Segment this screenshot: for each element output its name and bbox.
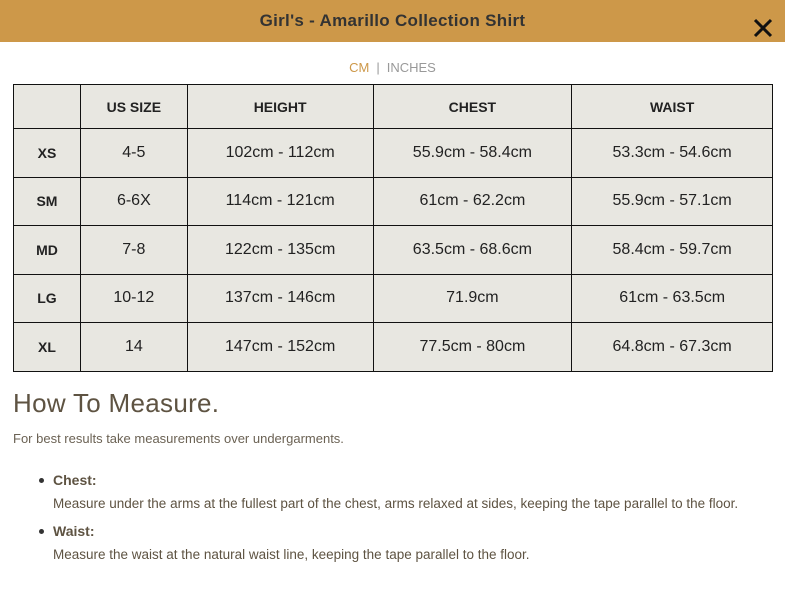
size-label-cell: XL <box>13 322 81 372</box>
table-cell: 7-8 <box>79 225 188 275</box>
table-cell: 102cm - 112cm <box>186 128 374 178</box>
table-cell: 14 <box>79 322 188 372</box>
measure-label: Waist: <box>53 523 95 539</box>
close-icon[interactable] <box>752 17 774 39</box>
table-cell: 77.5cm - 80cm <box>372 322 573 372</box>
column-header: CHEST <box>372 84 573 129</box>
size-label-cell: SM <box>13 176 81 226</box>
table-cell: 114cm - 121cm <box>186 176 374 226</box>
table-cell: 55.9cm - 57.1cm <box>571 176 773 226</box>
table-row: LG 10-12 137cm - 146cm 71.9cm 61cm - 63.5cm <box>13 273 773 323</box>
how-to-measure-title: How To Measure. <box>13 388 220 418</box>
table-row: SM 6-6X 114cm - 121cm 61cm - 62.2cm 55.9cm -… <box>13 176 773 226</box>
table-cell: 53.3cm - 54.6cm <box>571 128 773 178</box>
table-cell: 4-5 <box>79 128 188 178</box>
column-header: WAIST <box>571 84 773 129</box>
modal-header: Girl's - Amarillo Collection Shirt <box>0 0 785 42</box>
unit-separator: | <box>376 60 380 75</box>
size-label-cell: LG <box>13 273 81 323</box>
table-cell: 63.5cm - 68.6cm <box>372 225 573 275</box>
table-cell: 64.8cm - 67.3cm <box>571 322 773 372</box>
table-cell: 137cm - 146cm <box>186 273 374 323</box>
size-label-cell: MD <box>13 225 81 275</box>
table-cell: 61cm - 63.5cm <box>571 273 773 323</box>
size-label-cell: XS <box>13 128 81 178</box>
list-item: Waist: Measure the waist at the natural … <box>38 521 778 568</box>
table-cell: 71.9cm <box>372 273 573 323</box>
measure-description: Measure under the arms at the fullest pa… <box>53 496 739 511</box>
measure-intro: For best results take measurements over … <box>13 431 344 446</box>
unit-cm[interactable]: CM <box>349 60 370 75</box>
measure-list: Chest: Measure under the arms at the ful… <box>38 470 778 572</box>
table-cell: 61cm - 62.2cm <box>372 176 573 226</box>
table-cell: 6-6X <box>79 176 188 226</box>
table-cell: 122cm - 135cm <box>186 225 374 275</box>
table-cell: 10-12 <box>79 273 188 323</box>
modal-title: Girl's - Amarillo Collection Shirt <box>259 11 526 30</box>
measure-label: Chest: <box>53 472 97 488</box>
table-row: MD 7-8 122cm - 135cm 63.5cm - 68.6cm 58.4cm … <box>13 225 773 275</box>
column-header: HEIGHT <box>186 84 374 129</box>
column-header: US SIZE <box>79 84 188 129</box>
table-cell: 55.9cm - 58.4cm <box>372 128 573 178</box>
unit-toggle: CM | INCHES <box>0 60 785 75</box>
table-row: XS 4-5 102cm - 112cm 55.9cm - 58.4cm 53.3cm … <box>13 128 773 178</box>
table-cell: 58.4cm - 59.7cm <box>571 225 773 275</box>
unit-inches[interactable]: INCHES <box>386 60 436 75</box>
table-cell: 147cm - 152cm <box>186 322 374 372</box>
column-header <box>13 84 81 129</box>
measure-description: Measure the waist at the natural waist l… <box>53 547 530 562</box>
size-chart-table: US SIZE HEIGHT CHEST WAIST XS 4-5 102cm - 112… <box>13 84 773 372</box>
table-row: XL 14 147cm - 152cm 77.5cm - 80cm 64.8cm - 6… <box>13 322 773 372</box>
list-item: Chest: Measure under the arms at the ful… <box>38 470 778 517</box>
